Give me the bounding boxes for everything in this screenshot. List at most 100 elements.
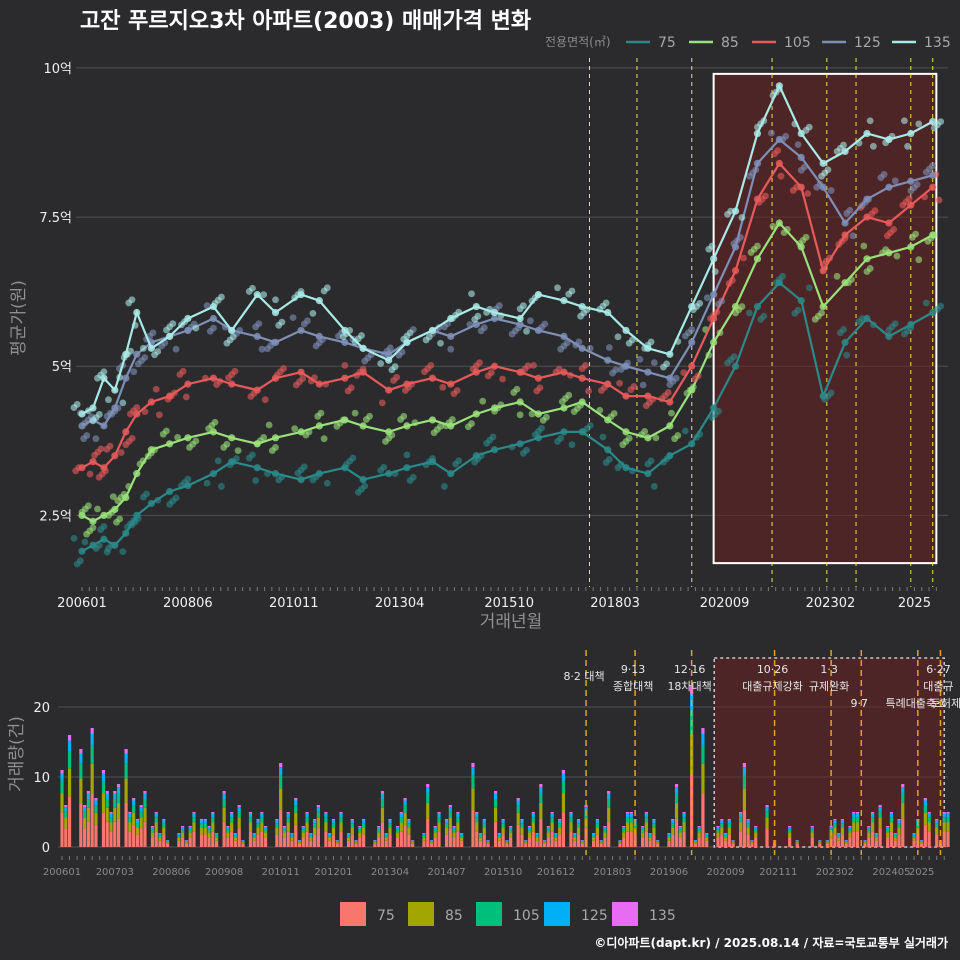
volume-bar-segment bbox=[237, 805, 241, 808]
data-point bbox=[841, 219, 849, 227]
data-point bbox=[271, 308, 280, 317]
transaction-point bbox=[349, 454, 357, 462]
volume-bar-segment bbox=[380, 791, 385, 794]
data-point bbox=[315, 297, 323, 305]
volume-bar-segment bbox=[889, 812, 894, 814]
transaction-point bbox=[523, 327, 530, 335]
data-point bbox=[253, 332, 261, 340]
volume-bar-segment bbox=[181, 826, 185, 828]
data-point bbox=[863, 255, 871, 263]
volume-bar-segment bbox=[471, 775, 475, 789]
volume-bar-segment bbox=[354, 843, 358, 847]
volume-bar-segment bbox=[478, 833, 483, 836]
volume-bar-segment bbox=[211, 817, 215, 823]
volume-bar-segment bbox=[818, 843, 822, 847]
data-point bbox=[644, 434, 652, 442]
volume-bar-segment bbox=[580, 842, 584, 844]
transaction-point bbox=[210, 324, 217, 332]
transaction-point bbox=[341, 361, 349, 369]
volume-bar-segment bbox=[192, 813, 196, 818]
highlight-box bbox=[712, 72, 938, 565]
volume-bar-segment bbox=[701, 745, 705, 764]
volume-bar-segment bbox=[395, 826, 400, 828]
volume-bar-segment bbox=[290, 840, 294, 847]
volume-bar-segment bbox=[324, 812, 328, 814]
volume-bar-segment bbox=[561, 793, 566, 813]
volume-bar-segment bbox=[350, 834, 354, 847]
volume-bar-segment bbox=[942, 822, 946, 832]
transaction-point bbox=[583, 306, 591, 314]
transaction-point bbox=[668, 409, 675, 417]
volume-bar-segment bbox=[531, 831, 535, 847]
volume-bar-segment bbox=[795, 841, 799, 843]
volume-bar-segment bbox=[539, 784, 543, 788]
transaction-point bbox=[317, 409, 325, 417]
transaction-point bbox=[131, 321, 139, 329]
volume-bar-segment bbox=[795, 843, 799, 847]
volume-bar-segment bbox=[591, 833, 596, 834]
volume-bar-segment bbox=[192, 817, 196, 823]
volume-bar-segment bbox=[867, 832, 871, 838]
volume-bar-segment bbox=[554, 840, 558, 847]
volume-bar-segment bbox=[60, 770, 64, 774]
data-point bbox=[166, 487, 174, 496]
transaction-point bbox=[907, 324, 915, 332]
volume-bar-segment bbox=[810, 827, 814, 830]
volume-bar-segment bbox=[230, 812, 234, 814]
volume-bar-segment bbox=[192, 831, 196, 847]
volume-bar-segment bbox=[230, 817, 234, 823]
volume-bar-segment bbox=[546, 826, 550, 828]
volume-bar-segment bbox=[870, 812, 875, 814]
x-tick-label: 201612 bbox=[537, 867, 575, 878]
volume-bar-segment bbox=[788, 832, 792, 838]
volume-bar-segment bbox=[407, 834, 411, 847]
volume-bar-segment bbox=[607, 799, 611, 808]
transaction-point bbox=[427, 361, 435, 369]
transaction-point bbox=[754, 242, 761, 250]
transaction-point bbox=[116, 373, 124, 381]
transaction-point bbox=[476, 359, 483, 366]
volume-bar-segment bbox=[377, 837, 381, 847]
transaction-point bbox=[629, 336, 636, 344]
volume-bar-segment bbox=[674, 793, 679, 803]
transaction-point bbox=[818, 309, 825, 317]
volume-bar-segment bbox=[501, 827, 505, 835]
transaction-point bbox=[769, 222, 777, 230]
volume-bar-segment bbox=[362, 834, 366, 847]
volume-bar-segment bbox=[456, 817, 460, 823]
transaction-point bbox=[184, 475, 192, 483]
volume-bar-segment bbox=[350, 820, 354, 824]
volume-bar-segment bbox=[667, 840, 671, 847]
volume-bar-segment bbox=[622, 826, 626, 828]
transaction-point bbox=[791, 120, 799, 128]
legend-label: 85 bbox=[445, 908, 463, 924]
volume-bar-segment bbox=[79, 778, 83, 803]
transaction-point bbox=[437, 339, 444, 347]
volume-bar-segment bbox=[79, 763, 83, 779]
volume-bar-segment bbox=[837, 835, 841, 838]
volume-bar-segment bbox=[222, 793, 226, 800]
transaction-point bbox=[361, 482, 369, 490]
transaction-point bbox=[913, 181, 921, 188]
transaction-point bbox=[523, 446, 530, 454]
volume-bar-segment bbox=[678, 826, 682, 828]
volume-bar-segment bbox=[94, 800, 98, 806]
transaction-point bbox=[139, 344, 147, 352]
volume-bar-segment bbox=[656, 840, 660, 842]
volume-bar-segment bbox=[554, 833, 558, 834]
volume-bar-segment bbox=[301, 827, 305, 830]
volume-bar-segment bbox=[625, 812, 630, 814]
volume-bar-segment bbox=[358, 827, 362, 830]
data-point bbox=[184, 380, 192, 388]
volume-bar-segment bbox=[395, 837, 400, 847]
transaction-point bbox=[172, 494, 180, 502]
volume-bar-segment bbox=[603, 837, 607, 847]
volume-bar-segment bbox=[893, 837, 897, 841]
data-point bbox=[228, 326, 236, 335]
volume-bar-segment bbox=[682, 831, 686, 847]
transaction-point bbox=[214, 457, 222, 465]
volume-bar-segment bbox=[411, 841, 415, 843]
transaction-point bbox=[596, 406, 604, 414]
volume-bar-segment bbox=[584, 828, 588, 847]
volume-bar-segment bbox=[252, 840, 256, 847]
